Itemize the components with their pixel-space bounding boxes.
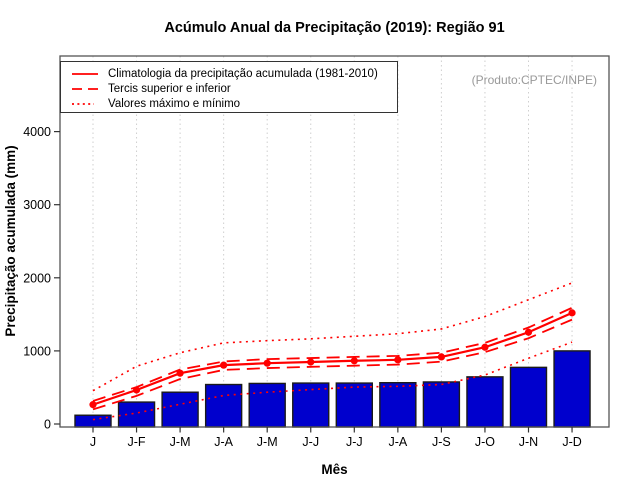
x-axis-label: Mês xyxy=(321,462,347,477)
y-tick-label-2: 2000 xyxy=(23,271,51,285)
climatology-point-11 xyxy=(568,309,576,317)
legend-item-max-min: Valores máximo e mínimo xyxy=(71,96,397,111)
x-tick-label-5: J-J xyxy=(302,435,319,449)
climatology-point-7 xyxy=(394,356,402,364)
x-tick-label-1: J-F xyxy=(128,435,146,449)
climatology-point-10 xyxy=(524,328,533,336)
climatology-point-2 xyxy=(176,369,184,377)
legend-item-climatology: Climatologia da precipitação acumulada (… xyxy=(71,66,397,81)
climatology-point-9 xyxy=(481,343,489,351)
product-credit: (Produto:CPTEC/INPE) xyxy=(471,73,597,87)
bar-J-F-1 xyxy=(117,401,156,428)
dotted-line-sample-icon xyxy=(72,102,94,105)
y-tick-label-0: 0 xyxy=(44,418,51,432)
max-line xyxy=(92,282,573,392)
climatology-point-4 xyxy=(263,359,271,367)
bar-J-O-9 xyxy=(466,376,504,428)
bar-J-0 xyxy=(74,414,112,428)
y-axis-label: Precipitação acumulada (mm) xyxy=(3,145,18,336)
bar-J-M-2 xyxy=(161,391,199,428)
x-tick-label-2: J-M xyxy=(170,435,191,449)
y-tick-label-3: 3000 xyxy=(23,198,51,212)
y-tick-label-4: 4000 xyxy=(23,125,51,139)
plot-box xyxy=(59,55,610,428)
x-tick-label-7: J-A xyxy=(388,435,407,449)
bar-J-N-10 xyxy=(509,366,548,428)
climatology-point-1 xyxy=(132,386,141,394)
dashed-line-sample-icon xyxy=(72,87,98,90)
bar-J-A-7 xyxy=(379,381,417,428)
climatology-point-8 xyxy=(437,353,445,361)
solid-line-sample-icon xyxy=(72,72,98,75)
min-line xyxy=(92,341,573,421)
climatology-point-6 xyxy=(350,357,358,365)
legend-item-label: Climatologia da precipitação acumulada (… xyxy=(108,67,378,80)
legend-item-label: Valores máximo e mínimo xyxy=(108,97,241,110)
bar-J-D-11 xyxy=(553,350,591,428)
climatology-point-0 xyxy=(89,401,97,409)
tercile-upper-line xyxy=(92,306,573,402)
tercile-lower-line xyxy=(92,318,573,411)
x-tick-label-11: J-D xyxy=(562,435,581,449)
x-tick-label-9: J-O xyxy=(475,435,495,449)
legend-item-terciles: Tercis superior e inferior xyxy=(71,81,397,96)
x-tick-label-10: J-N xyxy=(519,435,538,449)
x-tick-label-3: J-A xyxy=(214,435,233,449)
x-tick-label-4: J-M xyxy=(257,435,278,449)
legend-box: Climatologia da precipitação acumulada (… xyxy=(60,61,398,113)
bar-J-S-8 xyxy=(422,381,461,428)
climatology-line xyxy=(92,311,573,406)
y-tick-label-1: 1000 xyxy=(23,344,51,358)
x-tick-label-8: J-S xyxy=(432,435,451,449)
x-tick-label-6: J-J xyxy=(346,435,363,449)
climatology-point-5 xyxy=(307,358,315,366)
bar-J-A-3 xyxy=(204,383,243,428)
bar-J-J-5 xyxy=(292,382,330,428)
legend-item-label: Tercis superior e inferior xyxy=(108,82,231,95)
bar-J-M-4 xyxy=(248,382,286,428)
chart-title: Acúmulo Anual da Precipitação (2019): Re… xyxy=(164,20,505,36)
bar-J-J-6 xyxy=(335,382,373,428)
x-tick-label-0: J xyxy=(90,435,96,449)
climatology-point-3 xyxy=(220,361,228,369)
